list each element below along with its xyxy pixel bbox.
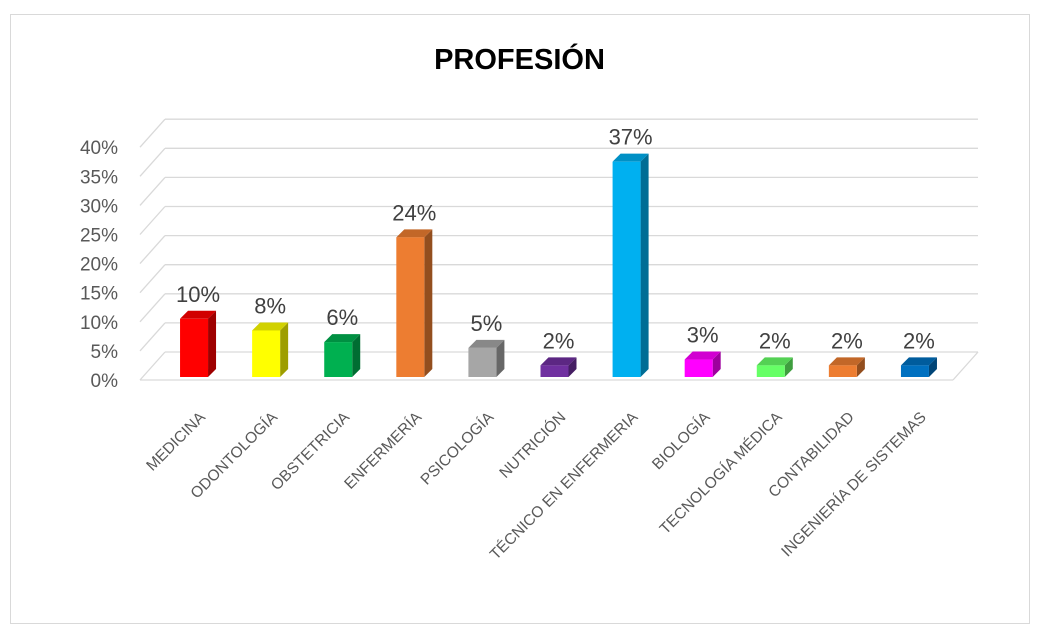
bar-side — [640, 153, 649, 377]
bar-top — [180, 310, 217, 319]
grid-diagonal — [139, 351, 166, 381]
x-tick-label: PSICOLOGÍA — [418, 408, 498, 488]
bar-top — [324, 334, 361, 343]
bar — [396, 229, 433, 377]
bar — [612, 153, 649, 377]
bar — [540, 357, 577, 377]
x-tick-label: INGENIERÍA DE SISTEMAS — [778, 409, 929, 560]
bar-front — [396, 237, 425, 377]
bar-top — [396, 229, 433, 238]
bar-front — [900, 365, 929, 377]
bar-top — [252, 322, 289, 331]
bar-front — [828, 365, 857, 377]
data-label: 8% — [254, 293, 286, 318]
y-tick-label: 20% — [80, 255, 118, 276]
data-label: 2% — [759, 328, 791, 353]
grid-diagonal — [139, 322, 166, 352]
bar-side — [208, 310, 217, 377]
data-label: 2% — [903, 328, 935, 353]
bar-top — [468, 339, 505, 348]
bar-front — [612, 161, 641, 377]
bar — [828, 357, 865, 377]
bar-side — [928, 357, 937, 377]
x-tick-label: TECNOLOGÍA MÉDICA — [657, 408, 786, 537]
bar — [468, 339, 505, 377]
data-label: 10% — [176, 282, 220, 307]
grid-diagonal — [139, 118, 166, 148]
bar-side — [496, 339, 505, 377]
bar-side — [856, 357, 865, 377]
bar-top — [900, 357, 937, 366]
data-labels: 10% 8% 6% 24% 5% 2% 37% 3% 2% 2% 2% — [176, 125, 935, 354]
y-axis: 0% 5% 10% 15% 20% 25% 30% 35% 40% — [80, 138, 118, 392]
y-tick-label: 10% — [80, 313, 118, 334]
chart-frame — [10, 14, 1030, 624]
bar-front — [540, 365, 569, 377]
bar-front — [756, 365, 785, 377]
bar-front — [180, 318, 209, 377]
data-label: 6% — [326, 305, 358, 330]
data-label: 3% — [687, 323, 719, 348]
data-label: 2% — [831, 328, 863, 353]
bar — [756, 357, 793, 377]
data-label: 37% — [609, 125, 653, 150]
bars — [180, 153, 937, 377]
data-label: 5% — [471, 311, 503, 336]
x-tick-label: TÉCNICO EN ENFERMERIA — [487, 408, 642, 563]
x-tick-label: BIOLOGÍA — [649, 408, 714, 473]
bar-front — [684, 359, 713, 377]
grid-diagonal — [139, 147, 166, 177]
bar-side — [712, 351, 721, 377]
x-tick-label: NUTRICIÓN — [496, 409, 569, 482]
bar — [900, 357, 937, 377]
grid-diagonal — [139, 293, 166, 323]
bar-side — [784, 357, 793, 377]
bar-top — [828, 357, 865, 366]
grid-diagonal — [139, 235, 166, 265]
bar-front — [324, 342, 353, 377]
floor-side-edge — [952, 351, 979, 381]
y-tick-label: 40% — [80, 138, 118, 159]
bar-side — [424, 229, 433, 377]
bar-front — [468, 347, 497, 377]
grid — [139, 118, 979, 381]
bar — [180, 310, 217, 377]
y-tick-label: 35% — [80, 167, 118, 188]
bar-side — [568, 357, 577, 377]
y-tick-label: 25% — [80, 226, 118, 247]
x-tick-label: MEDICINA — [143, 408, 209, 474]
x-tick-label: ENFERMERÍA — [341, 408, 425, 492]
bar — [324, 334, 361, 377]
y-tick-label: 5% — [91, 342, 119, 363]
bar-top — [756, 357, 793, 366]
bar-side — [352, 334, 361, 377]
grid-diagonal — [139, 176, 166, 206]
y-tick-label: 15% — [80, 284, 118, 305]
grid-diagonal — [139, 264, 166, 294]
bar-front — [252, 330, 281, 377]
grid-diagonal — [139, 206, 166, 235]
bar-top — [684, 351, 721, 360]
y-tick-label: 30% — [80, 196, 118, 217]
bar — [252, 322, 289, 377]
data-label: 24% — [392, 200, 436, 225]
y-tick-label: 0% — [91, 371, 119, 392]
chart-title: PROFESIÓN — [434, 44, 605, 76]
bar-side — [280, 322, 289, 377]
bar-top — [612, 153, 649, 162]
data-label: 2% — [543, 328, 575, 353]
bar — [684, 351, 721, 377]
bar-top — [540, 357, 577, 366]
x-axis: MEDICINAODONTOLOGÍAOBSTETRICIAENFERMERÍA… — [143, 408, 930, 563]
